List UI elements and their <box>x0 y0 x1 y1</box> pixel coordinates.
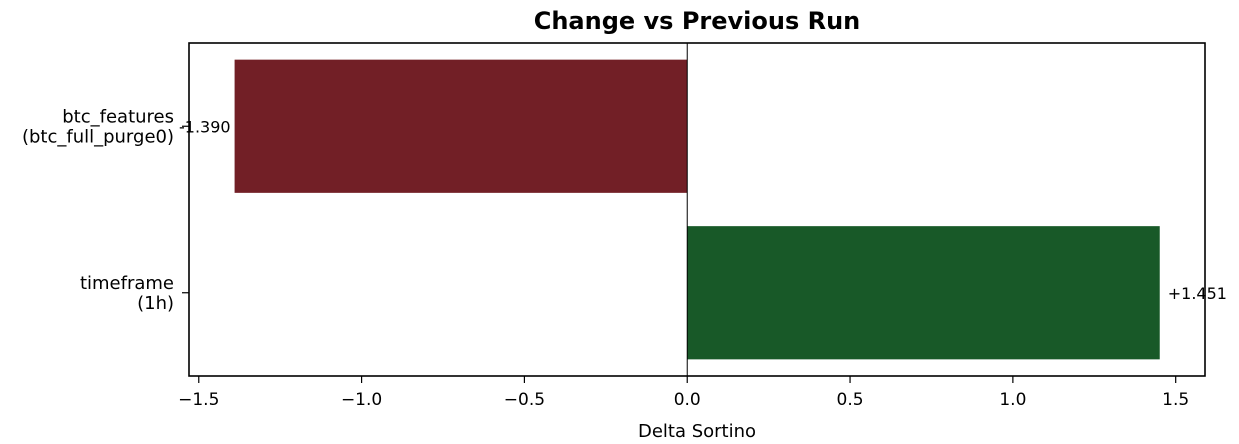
plot-frame <box>188 42 1206 377</box>
y-tick-label: btc_features (btc_full_purge0) <box>22 106 174 147</box>
x-tick-label: 0.5 <box>837 390 864 410</box>
x-tick-label: 1.0 <box>999 390 1026 410</box>
chart-title: Change vs Previous Run <box>534 7 861 35</box>
bar <box>234 59 688 193</box>
bar <box>687 226 1160 360</box>
y-tick-label: timeframe (1h) <box>80 273 174 314</box>
x-tick-label: 0.0 <box>674 390 701 410</box>
bar-value-label: -1.390 <box>179 117 231 136</box>
x-tick-label: −1.0 <box>341 390 382 410</box>
bar-value-label: +1.451 <box>1168 284 1227 303</box>
value-labels: -1.390 +1.451 <box>179 117 1227 303</box>
y-axis: btc_features (btc_full_purge0) timeframe (1… <box>22 106 189 314</box>
x-tick-label: 1.5 <box>1162 390 1189 410</box>
bars-group <box>234 59 1160 360</box>
x-axis-label: Delta Sortino <box>638 421 756 442</box>
x-axis: −1.5 −1.0 −0.5 0.0 0.5 1.0 1.5 <box>178 376 1189 410</box>
x-tick-label: −1.5 <box>178 390 219 410</box>
x-tick-label: −0.5 <box>504 390 545 410</box>
